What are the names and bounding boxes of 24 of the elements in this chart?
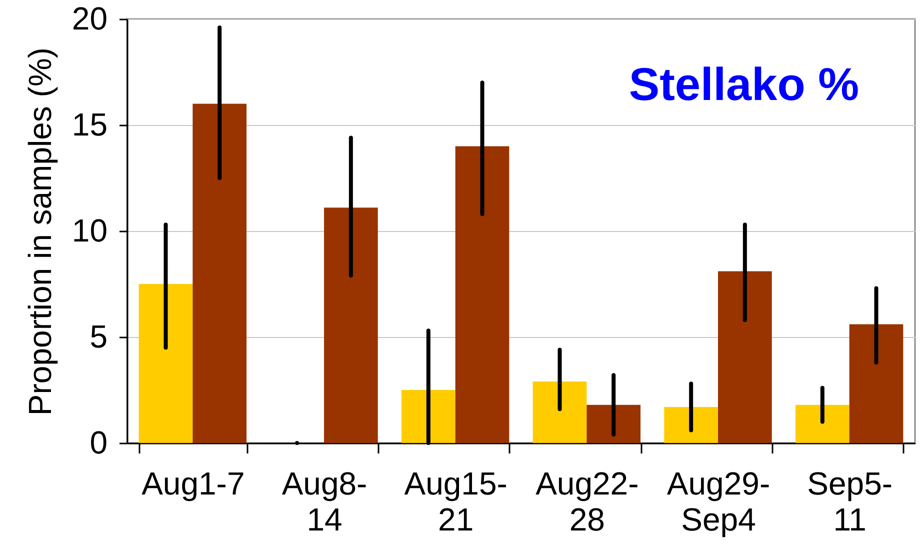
bar bbox=[532, 382, 587, 443]
y-tick-label: 15 bbox=[72, 106, 108, 142]
y-tick-label: 10 bbox=[72, 212, 108, 248]
bar bbox=[324, 208, 378, 443]
x-tick-label: Sep5-11 bbox=[807, 466, 893, 538]
text: Stellako % bbox=[628, 58, 859, 110]
bar bbox=[455, 146, 510, 443]
bar bbox=[795, 404, 850, 443]
y-axis-title: Proportion in samples (%) bbox=[22, 47, 58, 416]
y-tick-label: 20 bbox=[72, 0, 108, 36]
bar bbox=[586, 404, 641, 443]
bar bbox=[192, 104, 247, 443]
x-tick-label: Aug15-21 bbox=[404, 466, 508, 538]
x-tick-label: Aug22-28 bbox=[536, 466, 639, 538]
bar bbox=[718, 271, 772, 443]
bar bbox=[849, 324, 904, 443]
y-tick-label: 0 bbox=[90, 424, 108, 460]
bar bbox=[664, 406, 718, 443]
x-tick-label: Aug29-Sep4 bbox=[666, 466, 770, 538]
x-tick-label: Aug8-14 bbox=[282, 466, 368, 538]
bar bbox=[138, 284, 193, 443]
x-tick-label: Aug1-7 bbox=[142, 466, 245, 502]
y-tick-label: 5 bbox=[90, 318, 108, 354]
bar bbox=[401, 390, 456, 443]
